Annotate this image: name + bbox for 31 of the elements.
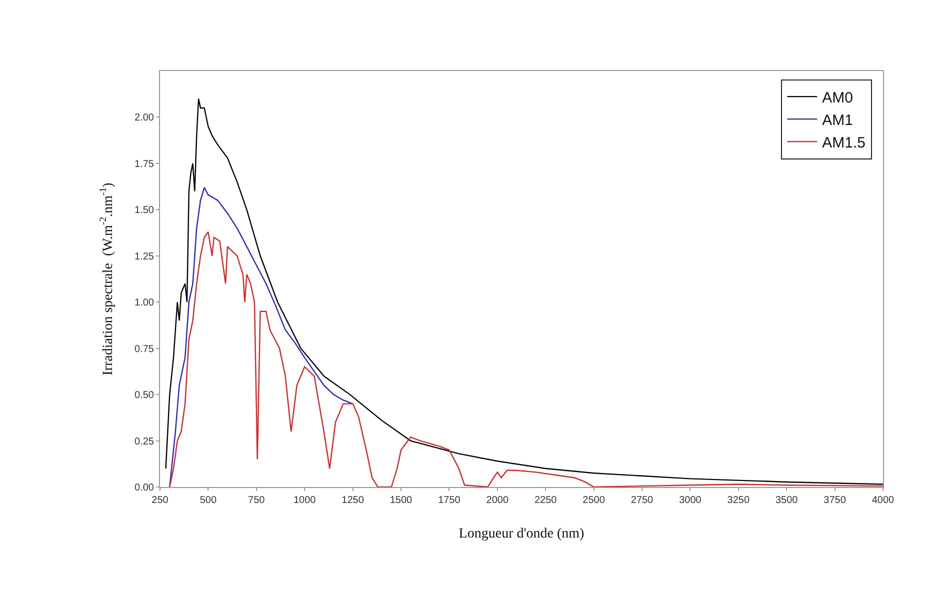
y-tick-label: 0.00 [134, 482, 154, 494]
y-tick-label: 1.00 [134, 298, 154, 309]
legend-label: AM0 [822, 89, 853, 106]
x-tick-label: 2250 [534, 495, 558, 506]
y-tick-label: 1.50 [134, 205, 154, 216]
x-tick-label: 1750 [438, 495, 461, 506]
x-tick-label: 1500 [390, 495, 413, 506]
x-tick-label: 3250 [727, 495, 750, 506]
x-tick-label: 1000 [293, 495, 316, 506]
y-tick-label: 2.00 [134, 112, 154, 124]
x-axis-title: Longueur d'onde (nm) [458, 526, 585, 542]
x-tick-label: 2000 [486, 495, 509, 506]
y-tick-label: 0.75 [134, 344, 154, 355]
line-series [169, 231, 883, 487]
legend-label: AM1.5 [822, 134, 866, 152]
x-tick-label: 3000 [679, 495, 702, 506]
line-series [169, 186, 354, 487]
legend-label: AM1 [822, 112, 853, 129]
y-tick-label: 1.25 [134, 251, 154, 262]
x-tick-label: 750 [248, 495, 266, 506]
x-tick-label: 2500 [582, 495, 606, 506]
y-tick-label: 0.25 [134, 436, 154, 448]
y-tick-label: 1.75 [134, 158, 154, 170]
x-tick-label: 2750 [630, 495, 654, 506]
x-tick-label: 250 [152, 495, 169, 506]
x-tick-label: 3750 [824, 495, 846, 506]
x-tick-label: 4000 [872, 495, 895, 506]
x-tick-label: 1250 [342, 495, 364, 506]
y-tick-label: 0.50 [134, 390, 154, 402]
x-tick-label: 500 [200, 495, 217, 506]
x-tick-label: 3500 [775, 495, 798, 506]
